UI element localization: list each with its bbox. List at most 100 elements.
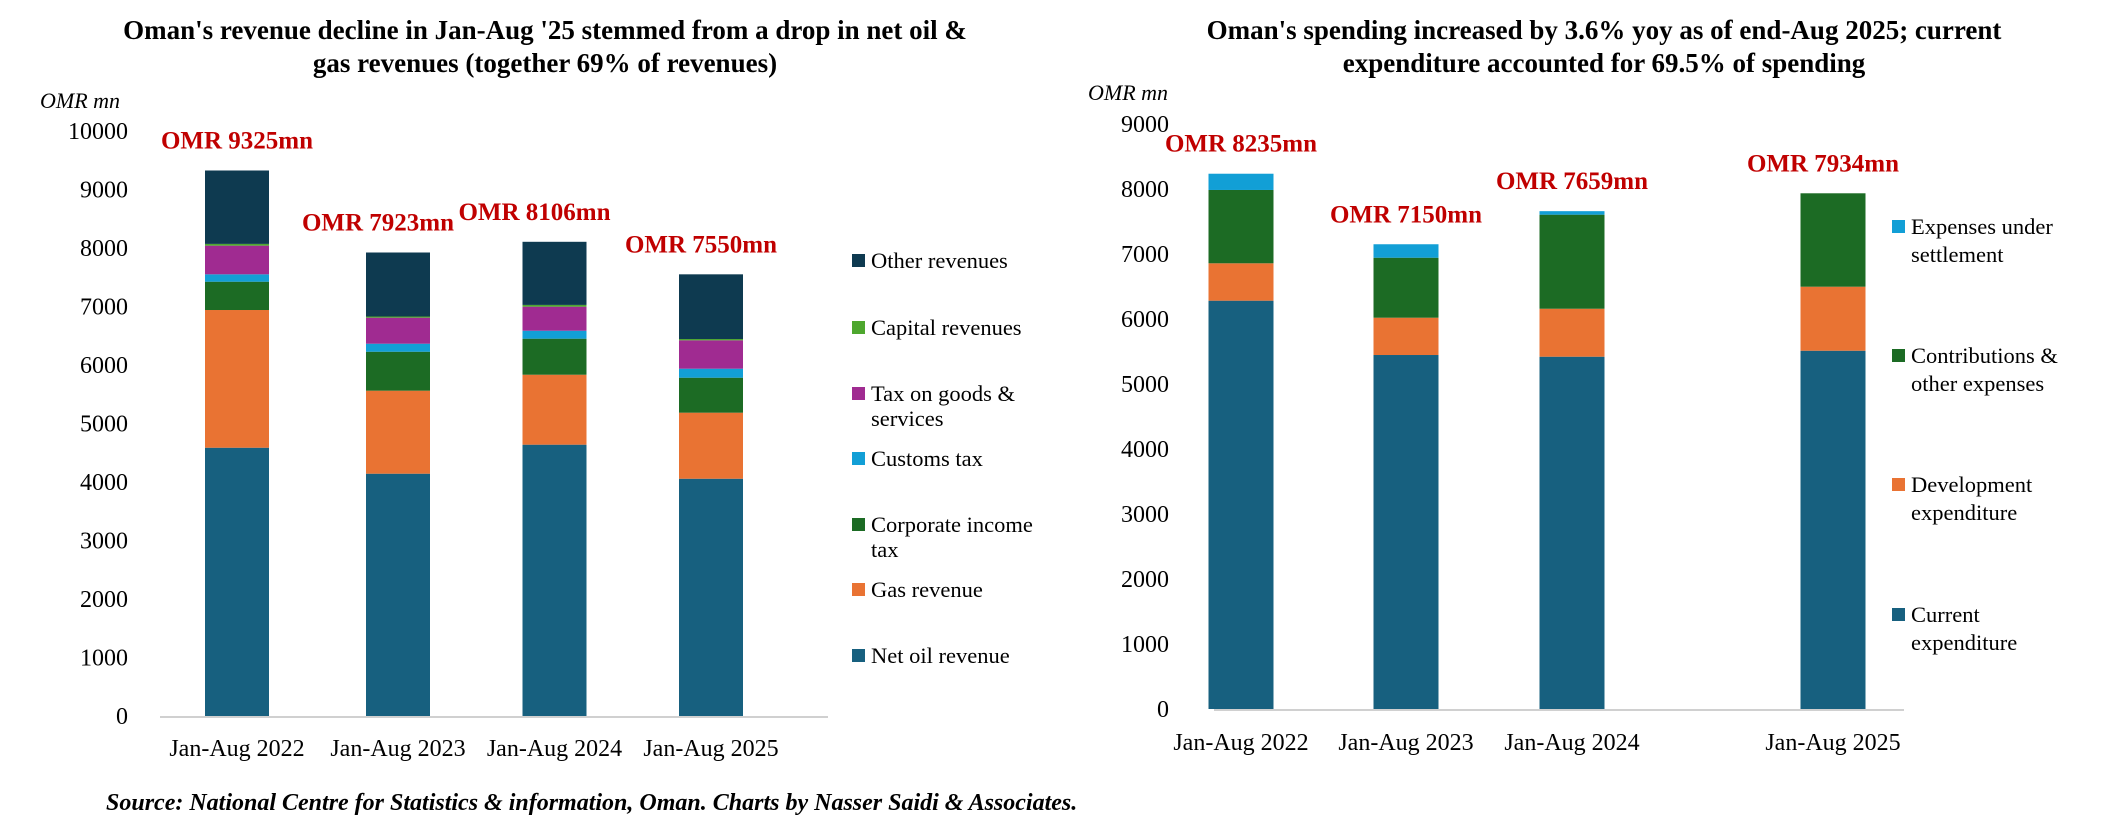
bar-segment-development-expenditure — [1800, 286, 1866, 351]
chart-title: Oman's revenue decline in Jan-Aug '25 st… — [123, 15, 967, 78]
bar-segment-other-revenues — [366, 252, 430, 317]
y-tick-label: 2000 — [1121, 567, 1169, 593]
bar-segment-contributions-other-expenses — [1208, 189, 1274, 264]
total-label: OMR 7659mn — [1496, 168, 1648, 195]
legend-label: Capital revenues — [871, 315, 1022, 340]
legend-label: Current — [1911, 602, 1980, 627]
total-label: OMR 7550mn — [625, 231, 777, 258]
total-label: OMR 8106mn — [458, 199, 610, 226]
bar-segment-contributions-other-expenses — [1800, 193, 1866, 287]
bar-segment-net-oil-revenue — [679, 478, 743, 716]
legend-swatch — [852, 321, 865, 334]
legend-label: Contributions & — [1911, 343, 2058, 368]
y-tick-label: 10000 — [68, 119, 128, 145]
legend-swatch — [852, 518, 865, 531]
x-tick-label: Jan-Aug 2022 — [169, 736, 304, 762]
bar-segment-gas-revenue — [522, 374, 587, 445]
total-label: OMR 9325mn — [161, 127, 313, 154]
y-tick-label: 5000 — [1121, 372, 1169, 398]
y-tick-label: 1000 — [1121, 632, 1169, 658]
legend-label: tax — [871, 537, 899, 562]
legend-swatch — [852, 583, 865, 596]
y-tick-label: 7000 — [80, 295, 128, 321]
y-tick-label: 3000 — [1121, 502, 1169, 528]
y-tick-label: 5000 — [80, 412, 128, 438]
bar-segment-tax-on-goods-services — [522, 306, 587, 331]
spending-chart: Oman's spending increased by 3.6% yoy as… — [1064, 0, 2128, 780]
legend-swatch — [1892, 349, 1905, 362]
legend-label: Tax on goods & — [871, 381, 1016, 406]
legend-label: Development — [1911, 472, 2033, 497]
legend-swatch — [852, 387, 865, 400]
total-label: OMR 7150mn — [1330, 201, 1482, 228]
bar-segment-corporate-income-tax — [205, 281, 269, 311]
y-tick-label: 9000 — [1121, 112, 1169, 138]
legend-label: Customs tax — [871, 446, 983, 471]
x-tick-label: Jan-Aug 2023 — [330, 736, 465, 762]
bar-segment-other-revenues — [679, 274, 743, 340]
bar-segment-corporate-income-tax — [522, 338, 587, 375]
legend-label: Expenses under — [1911, 214, 2053, 239]
legend-swatch — [852, 254, 865, 267]
total-label: OMR 7923mn — [302, 210, 454, 237]
y-axis-unit: OMR mn — [1088, 80, 1169, 105]
legend-swatch — [1892, 478, 1905, 491]
y-tick-label: 4000 — [80, 470, 128, 496]
bar-segment-development-expenditure — [1539, 308, 1605, 357]
legend-label: Net oil revenue — [871, 643, 1010, 668]
bar-segment-current-expenditure — [1800, 350, 1866, 709]
revenue-chart-plot: 0 1000 2000 3000 4000 5000 6000 7000 8000 9000 100… — [68, 119, 1033, 762]
x-tick-label: Jan-Aug 2024 — [1504, 730, 1639, 756]
bar-segment-capital-revenues — [205, 243, 269, 246]
bar-segment-expenses-under-settlement — [1208, 173, 1274, 190]
legend-swatch — [1892, 220, 1905, 233]
bar-segment-net-oil-revenue — [366, 473, 430, 716]
x-tick-label: Jan-Aug 2022 — [1173, 730, 1308, 756]
y-tick-label: 1000 — [80, 646, 128, 672]
legend-swatch — [1892, 608, 1905, 621]
bar-segment-net-oil-revenue — [522, 444, 587, 716]
y-tick-label: 0 — [116, 704, 128, 730]
x-tick-label: Jan-Aug 2025 — [643, 736, 778, 762]
y-tick-label: 8000 — [80, 236, 128, 262]
legend-label: settlement — [1911, 242, 2004, 267]
bar-segment-contributions-other-expenses — [1539, 214, 1605, 309]
bar-segment-tax-on-goods-services — [366, 317, 430, 344]
bar-segment-gas-revenue — [679, 412, 743, 479]
bar-segment-net-oil-revenue — [205, 447, 269, 716]
legend-label: expenditure — [1911, 500, 2017, 525]
y-axis-unit: OMR mn — [40, 88, 121, 113]
bar-segment-gas-revenue — [205, 310, 269, 448]
legend-swatch — [852, 452, 865, 465]
bar-segment-capital-revenues — [522, 304, 587, 307]
legend-label: Other revenues — [871, 248, 1008, 273]
total-label: OMR 7934mn — [1747, 150, 1899, 177]
bar-segment-customs-tax — [366, 343, 430, 352]
bar-segment-customs-tax — [522, 330, 587, 339]
bar-segment-other-revenues — [205, 170, 269, 244]
bar-segment-tax-on-goods-services — [205, 245, 269, 275]
y-tick-label: 2000 — [80, 587, 128, 613]
y-tick-label: 6000 — [80, 353, 128, 379]
bar-segment-capital-revenues — [366, 316, 430, 318]
bar-segment-current-expenditure — [1208, 300, 1274, 709]
total-label: OMR 8235mn — [1165, 131, 1317, 158]
legend-label: Gas revenue — [871, 577, 983, 602]
x-tick-label: Jan-Aug 2023 — [1338, 730, 1473, 756]
source-note: Source: National Centre for Statistics &… — [106, 790, 1078, 816]
bar-segment-current-expenditure — [1373, 355, 1439, 709]
x-tick-label: Jan-Aug 2025 — [1765, 730, 1900, 756]
chart-title: Oman's spending increased by 3.6% yoy as… — [1206, 15, 2002, 78]
bar-segment-current-expenditure — [1539, 356, 1605, 709]
y-tick-label: 0 — [1157, 697, 1169, 723]
y-tick-label: 6000 — [1121, 307, 1169, 333]
y-tick-label: 8000 — [1121, 177, 1169, 203]
bar-segment-customs-tax — [679, 368, 743, 378]
bar-segment-expenses-under-settlement — [1373, 244, 1439, 258]
legend-swatch — [852, 649, 865, 662]
bar-segment-gas-revenue — [366, 390, 430, 474]
bar-segment-other-revenues — [522, 241, 587, 305]
x-tick-label: Jan-Aug 2024 — [487, 736, 622, 762]
y-tick-label: 7000 — [1121, 242, 1169, 268]
spending-chart-plot: 0100020003000400050006000700080009000OMR… — [1121, 112, 2058, 756]
